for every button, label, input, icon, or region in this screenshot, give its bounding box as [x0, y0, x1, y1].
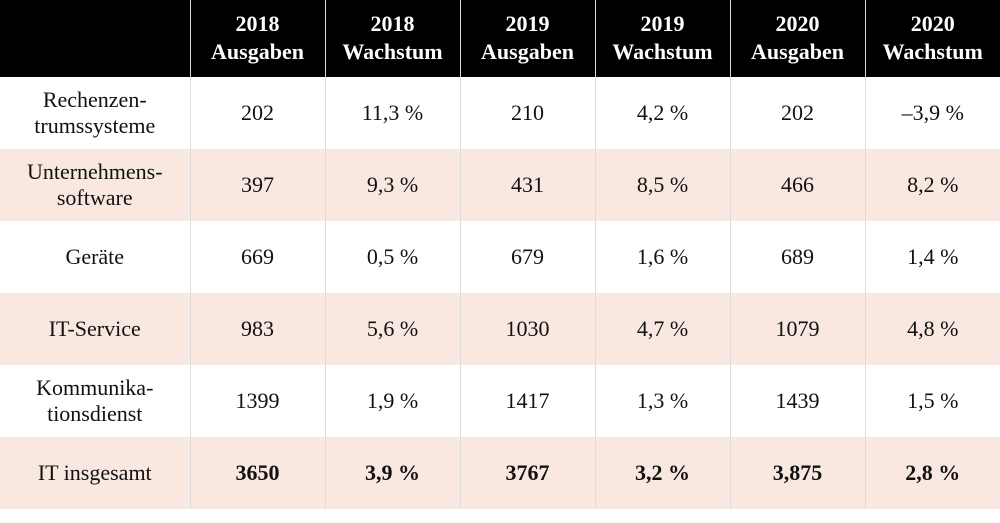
row-label: Kommunika-tionsdienst	[0, 365, 190, 437]
table-row: Rechenzen-trumssysteme20211,3 %2104,2 %2…	[0, 77, 1000, 149]
cell-wachstum_2018: 11,3 %	[325, 77, 460, 149]
it-spend-table: 2018 Ausgaben 2018 Wachstum 2019 Ausgabe…	[0, 0, 1000, 509]
cell-ausgaben_2018: 1399	[190, 365, 325, 437]
header-2020-wachstum: 2020 Wachstum	[865, 0, 1000, 77]
table-row: Unternehmens-software3979,3 %4318,5 %466…	[0, 149, 1000, 221]
cell-wachstum_2019: 4,2 %	[595, 77, 730, 149]
cell-wachstum_2019: 8,5 %	[595, 149, 730, 221]
cell-ausgaben_2019: 1030	[460, 293, 595, 365]
header-2020-ausgaben: 2020 Ausgaben	[730, 0, 865, 77]
cell-wachstum_2018: 5,6 %	[325, 293, 460, 365]
header-line1: 2020	[737, 10, 859, 38]
cell-ausgaben_2020: 1439	[730, 365, 865, 437]
cell-wachstum_2018: 9,3 %	[325, 149, 460, 221]
row-label-line2: tionsdienst	[6, 401, 184, 427]
header-line1: 2019	[602, 10, 724, 38]
header-line1: 2020	[872, 10, 995, 38]
cell-ausgaben_2018: 397	[190, 149, 325, 221]
row-label-line1: IT-Service	[6, 316, 184, 342]
header-line2: Wachstum	[332, 38, 454, 66]
row-label-line1: Kommunika-	[6, 375, 184, 401]
cell-ausgaben_2018: 669	[190, 221, 325, 293]
row-label: IT insgesamt	[0, 437, 190, 509]
cell-wachstum_2019: 1,6 %	[595, 221, 730, 293]
header-2019-wachstum: 2019 Wachstum	[595, 0, 730, 77]
cell-ausgaben_2020: 1079	[730, 293, 865, 365]
row-label-line1: IT insgesamt	[6, 460, 184, 486]
row-label-line1: Unternehmens-	[6, 159, 184, 185]
cell-ausgaben_2018: 983	[190, 293, 325, 365]
header-line1: 2019	[467, 10, 589, 38]
row-label-line2: trumssysteme	[6, 113, 184, 139]
cell-ausgaben_2018: 3650	[190, 437, 325, 509]
cell-ausgaben_2019: 1417	[460, 365, 595, 437]
row-label: Unternehmens-software	[0, 149, 190, 221]
header-blank	[0, 0, 190, 77]
header-2018-wachstum: 2018 Wachstum	[325, 0, 460, 77]
table-row: IT-Service9835,6 %10304,7 %10794,8 %	[0, 293, 1000, 365]
table-row: Kommunika-tionsdienst13991,9 %14171,3 %1…	[0, 365, 1000, 437]
row-label: IT-Service	[0, 293, 190, 365]
cell-wachstum_2018: 3,9 %	[325, 437, 460, 509]
row-label-line1: Rechenzen-	[6, 87, 184, 113]
cell-wachstum_2018: 1,9 %	[325, 365, 460, 437]
cell-ausgaben_2019: 431	[460, 149, 595, 221]
cell-wachstum_2020: 1,4 %	[865, 221, 1000, 293]
cell-wachstum_2020: 8,2 %	[865, 149, 1000, 221]
cell-wachstum_2020: –3,9 %	[865, 77, 1000, 149]
row-label: Geräte	[0, 221, 190, 293]
row-label-line2: software	[6, 185, 184, 211]
cell-ausgaben_2018: 202	[190, 77, 325, 149]
header-line1: 2018	[332, 10, 454, 38]
row-label-line1: Geräte	[6, 244, 184, 270]
cell-ausgaben_2019: 3767	[460, 437, 595, 509]
cell-ausgaben_2020: 202	[730, 77, 865, 149]
cell-ausgaben_2019: 210	[460, 77, 595, 149]
header-2019-ausgaben: 2019 Ausgaben	[460, 0, 595, 77]
cell-ausgaben_2019: 679	[460, 221, 595, 293]
cell-wachstum_2019: 3,2 %	[595, 437, 730, 509]
table-row: Geräte6690,5 %6791,6 %6891,4 %	[0, 221, 1000, 293]
header-line1: 2018	[197, 10, 319, 38]
cell-wachstum_2020: 2,8 %	[865, 437, 1000, 509]
header-line2: Ausgaben	[467, 38, 589, 66]
cell-wachstum_2018: 0,5 %	[325, 221, 460, 293]
header-line2: Wachstum	[872, 38, 995, 66]
table-body: Rechenzen-trumssysteme20211,3 %2104,2 %2…	[0, 77, 1000, 509]
table-row: IT insgesamt36503,9 %37673,2 %3,8752,8 %	[0, 437, 1000, 509]
row-label: Rechenzen-trumssysteme	[0, 77, 190, 149]
cell-ausgaben_2020: 466	[730, 149, 865, 221]
cell-ausgaben_2020: 689	[730, 221, 865, 293]
header-line2: Ausgaben	[197, 38, 319, 66]
cell-wachstum_2020: 1,5 %	[865, 365, 1000, 437]
cell-wachstum_2019: 4,7 %	[595, 293, 730, 365]
header-2018-ausgaben: 2018 Ausgaben	[190, 0, 325, 77]
cell-wachstum_2019: 1,3 %	[595, 365, 730, 437]
table-header: 2018 Ausgaben 2018 Wachstum 2019 Ausgabe…	[0, 0, 1000, 77]
cell-ausgaben_2020: 3,875	[730, 437, 865, 509]
header-line2: Ausgaben	[737, 38, 859, 66]
header-line2: Wachstum	[602, 38, 724, 66]
cell-wachstum_2020: 4,8 %	[865, 293, 1000, 365]
